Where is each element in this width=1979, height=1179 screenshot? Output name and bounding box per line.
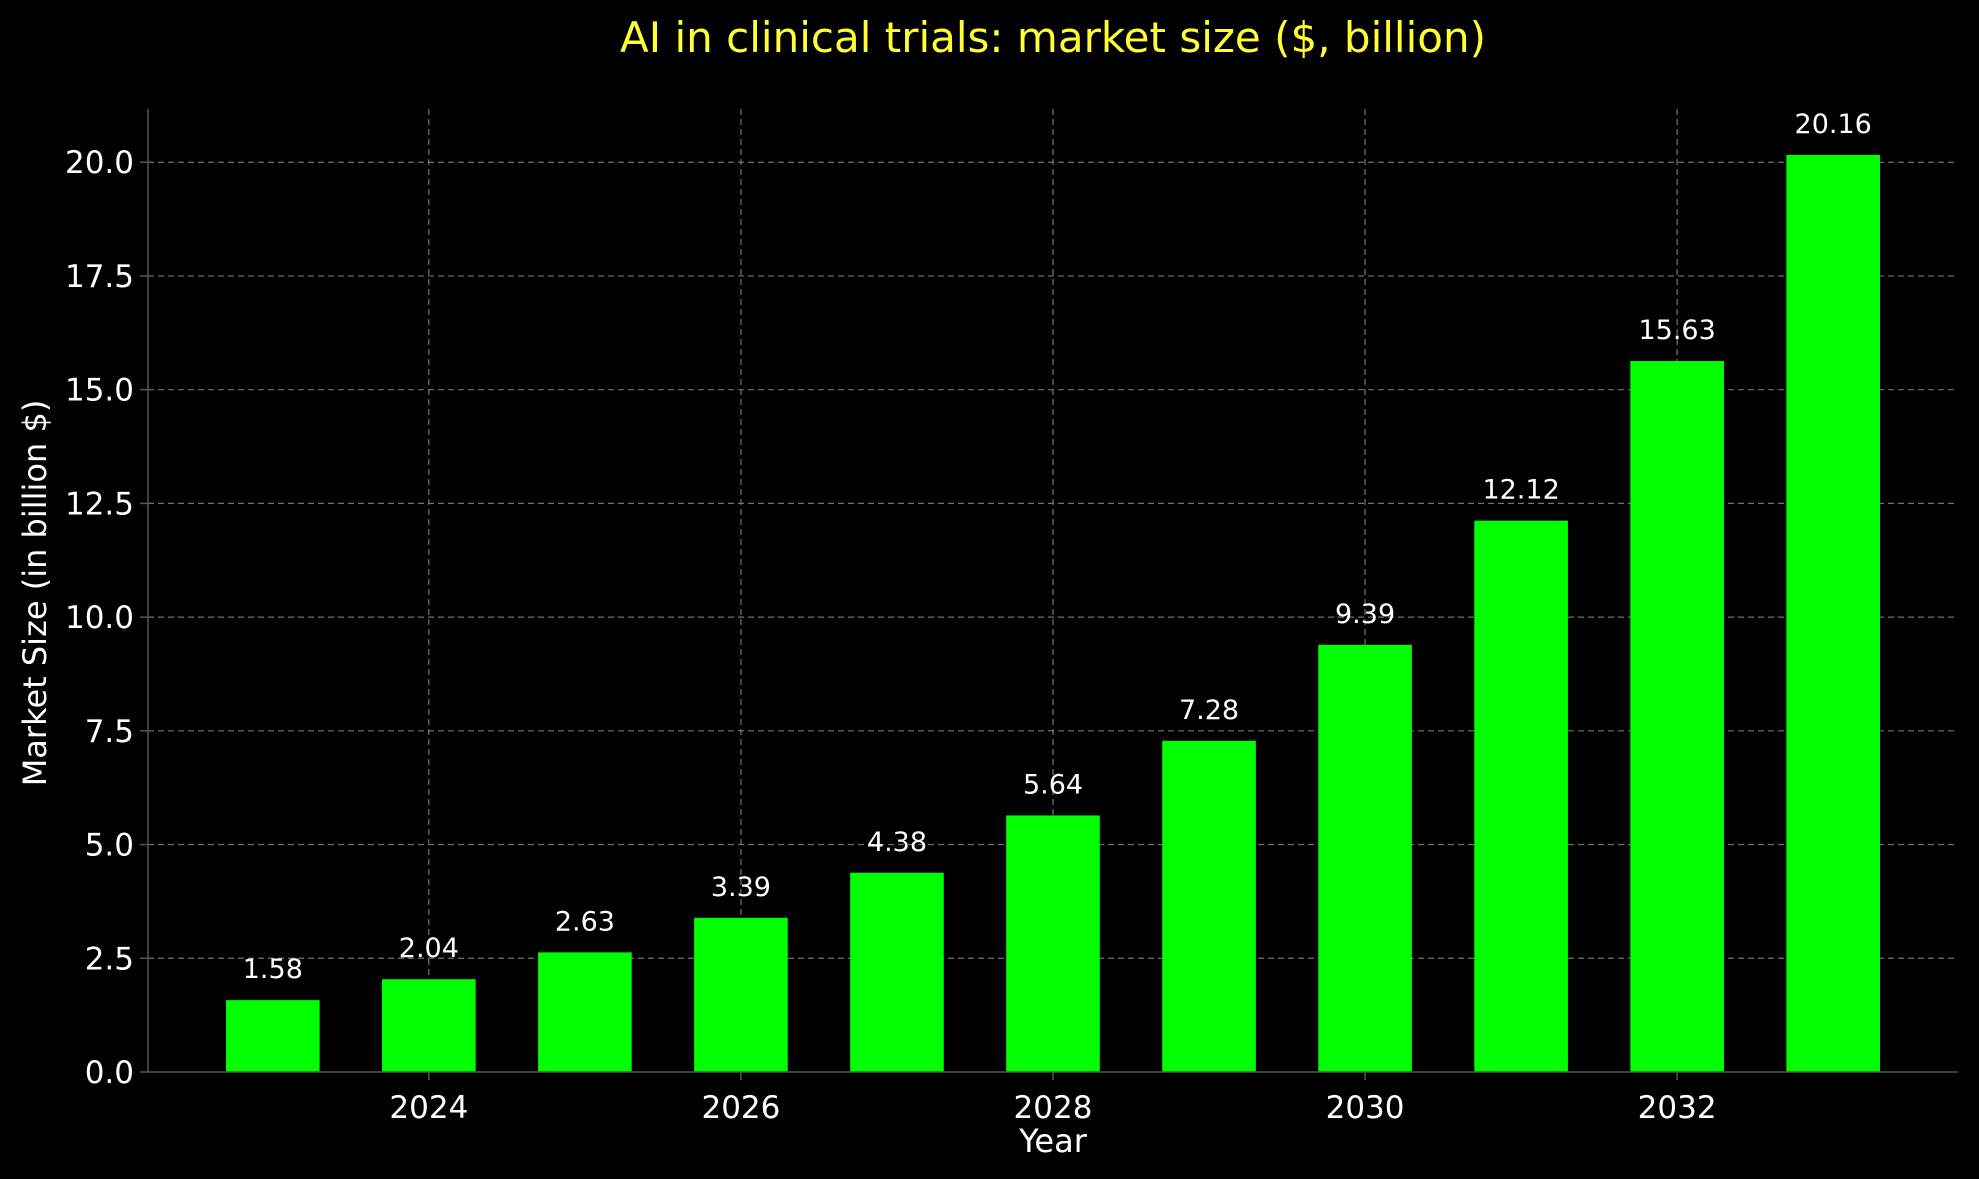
x-tick-label: 2026: [701, 1090, 780, 1126]
value-label-2029: 7.28: [1179, 695, 1239, 726]
value-labels: 1.58 2.04 2.63 3.39 4.38 5.64 7.28 9.39 12.12 15.…: [243, 109, 1872, 985]
y-tick-label: 20.0: [65, 145, 134, 181]
value-label-2033: 20.16: [1795, 109, 1872, 140]
value-label-2023: 1.58: [243, 954, 303, 985]
x-tick-label: 2024: [389, 1090, 468, 1126]
value-label-2026: 3.39: [711, 872, 771, 903]
value-label-2027: 4.38: [867, 827, 927, 858]
y-tick-label: 17.5: [65, 259, 134, 295]
x-tick-label: 2028: [1014, 1090, 1093, 1126]
bar-2025: [538, 952, 632, 1072]
bar-2026: [694, 917, 788, 1072]
y-tick-label: 0.0: [85, 1055, 134, 1091]
axes: 0.0 2.5 5.0 7.5 10.0 12.5 15.0 17.5 20.0 2024 2026…: [65, 109, 1958, 1126]
bar-2031: [1474, 520, 1568, 1072]
y-tick-label: 15.0: [65, 373, 134, 409]
bar-2033: [1786, 154, 1880, 1072]
value-label-2030: 9.39: [1335, 599, 1395, 630]
y-tick-label: 2.5: [85, 941, 134, 977]
x-tick-label: 2030: [1326, 1090, 1405, 1126]
value-label-2028: 5.64: [1023, 769, 1083, 800]
bar-2028: [1006, 815, 1100, 1072]
value-label-2025: 2.63: [555, 906, 615, 937]
value-label-2031: 12.12: [1482, 475, 1559, 506]
y-axis-title: Market Size (in billion $): [16, 400, 54, 787]
x-axis-title: Year: [1018, 1122, 1088, 1160]
y-tick-label: 12.5: [65, 486, 134, 522]
bar-2030: [1318, 644, 1412, 1072]
value-label-2032: 15.63: [1638, 315, 1715, 346]
bar-2024: [382, 979, 476, 1072]
bars: [226, 154, 1880, 1072]
bar-2032: [1630, 361, 1724, 1072]
bar-2027: [850, 872, 944, 1072]
value-label-2024: 2.04: [399, 933, 459, 964]
bar-2029: [1162, 740, 1256, 1072]
x-tick-label: 2032: [1638, 1090, 1717, 1126]
y-tick-label: 7.5: [85, 714, 134, 750]
chart-title: AI in clinical trials: market size ($, b…: [620, 13, 1486, 62]
y-tick-label: 10.0: [65, 600, 134, 636]
y-tick-label: 5.0: [85, 828, 134, 864]
bar-2023: [226, 1000, 320, 1072]
